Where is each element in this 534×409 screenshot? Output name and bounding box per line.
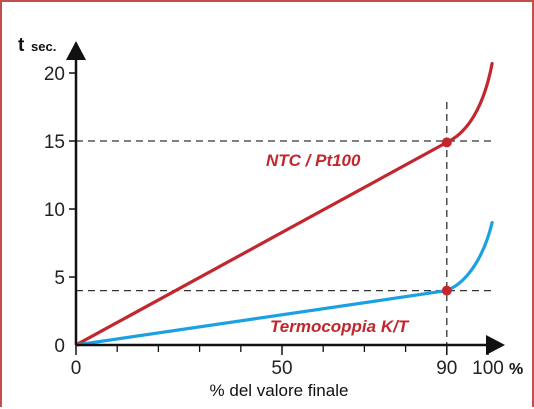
- y-tick-label: 5: [54, 268, 65, 289]
- series-label-termocoppia: Termocoppia K/T: [270, 317, 410, 336]
- y-tick-label: 0: [54, 336, 65, 357]
- x-tick-label: 90: [436, 358, 457, 379]
- y-tick-label: 10: [44, 200, 65, 221]
- x-axis-unit-symbol: %: [509, 361, 523, 378]
- x-tick-label: 50: [271, 358, 292, 379]
- markers-layer: [441, 137, 452, 296]
- y-axis-unit: sec.: [31, 39, 56, 54]
- y-axis-arrowhead: [66, 41, 86, 60]
- x-tick-label: 0: [71, 358, 82, 379]
- series-line-0: [76, 61, 494, 347]
- y-tick-label: 20: [44, 64, 65, 85]
- x-tick-label: 100: [472, 358, 504, 379]
- ticks-layer: 0 5 10 15 20 0 50 90 100: [44, 64, 504, 379]
- y-axis-title: t: [18, 35, 25, 56]
- data-point-marker: [441, 285, 452, 296]
- data-point-marker: [441, 137, 452, 148]
- axes: [66, 41, 505, 355]
- y-tick-label: 15: [44, 132, 65, 153]
- series-label-ntc-pt100: NTC / Pt100: [266, 151, 361, 170]
- series-layer: [76, 61, 494, 347]
- x-axis-arrowhead: [486, 335, 505, 355]
- reference-lines: [76, 102, 492, 345]
- x-axis-title: % del valore finale: [210, 381, 349, 400]
